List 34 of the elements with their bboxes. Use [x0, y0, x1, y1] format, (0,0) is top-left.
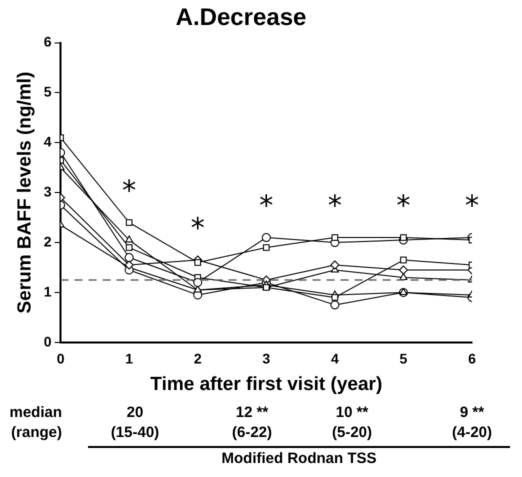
text: (5-20)	[330, 424, 373, 441]
y-tick-label: 2	[44, 233, 52, 250]
annotation: *	[190, 211, 205, 244]
text: (15-40)	[110, 424, 160, 441]
text: 20	[126, 404, 144, 421]
x-tick-label: 3	[262, 350, 270, 367]
text: Modified Rodnan TSS	[220, 450, 378, 467]
annotation: *	[465, 188, 479, 222]
text: (6-22)	[230, 424, 273, 441]
y-tick-label: 3	[44, 183, 52, 200]
x-tick-label: 5	[400, 350, 408, 367]
x-axis-title: Time after first visit (year)	[150, 374, 382, 395]
y-tick-label: 4	[44, 134, 52, 150]
y-axis-title: Serum BAFF levels (ng/ml)	[14, 72, 36, 314]
x-tick-label: 0	[56, 350, 65, 367]
annotation: *	[259, 188, 274, 222]
annotation: *	[122, 174, 136, 207]
annotation: *	[328, 188, 342, 222]
text: (4-20)	[450, 424, 493, 441]
x-tick-label: 6	[468, 350, 476, 367]
annotation: *	[396, 188, 410, 222]
y-tick-label: 1	[44, 283, 52, 300]
chart-title: A.Decrease	[176, 4, 306, 32]
text: 12 **	[234, 404, 270, 421]
text: (range)	[10, 424, 62, 441]
y-tick-label: 0	[44, 333, 52, 350]
text: 9 **	[458, 404, 486, 421]
x-tick-label: 1	[125, 350, 134, 367]
y-tick-label: 6	[44, 34, 52, 50]
text: 10 **	[334, 404, 370, 421]
text: median	[8, 404, 62, 421]
x-tick-label: 4	[330, 350, 339, 367]
y-tick-label: 5	[44, 84, 52, 100]
x-tick-label: 2	[194, 350, 202, 367]
